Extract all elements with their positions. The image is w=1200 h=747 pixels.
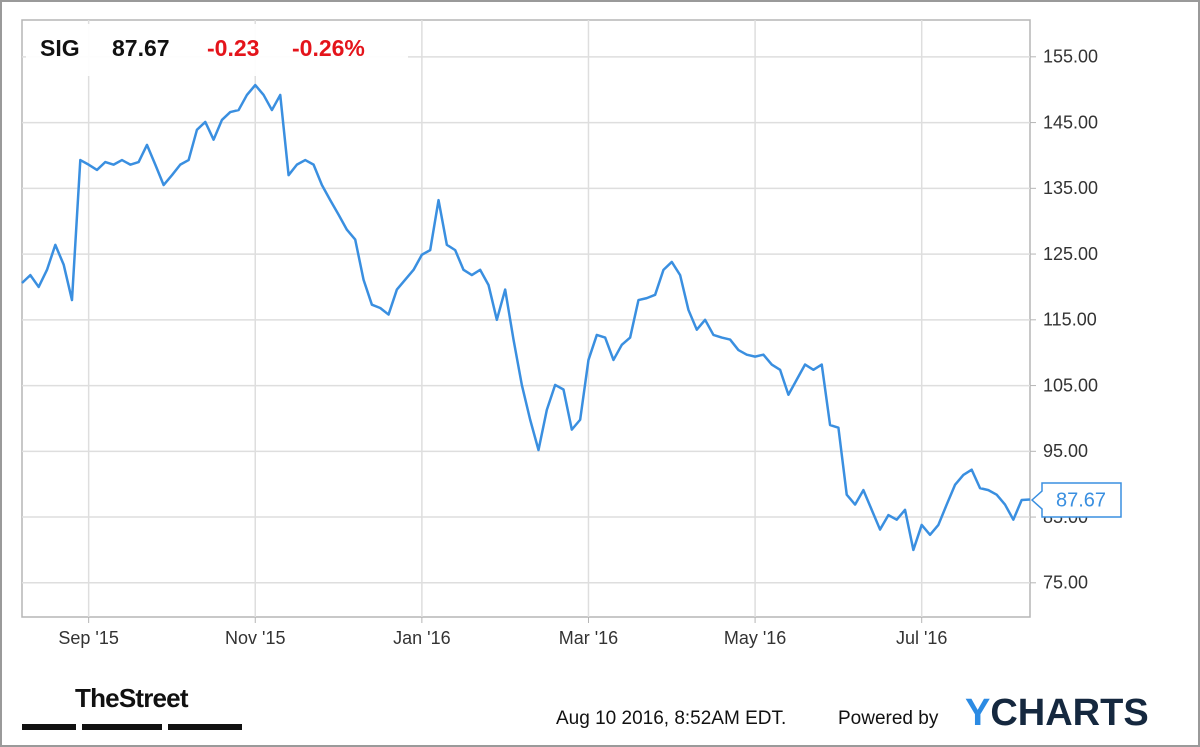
flag-label: 87.67 xyxy=(1056,489,1106,511)
x-tick-label: Jul '16 xyxy=(896,628,947,648)
logo-bar xyxy=(22,724,76,730)
price-flag: 87.67 xyxy=(1030,482,1122,518)
y-tick-label: 155.00 xyxy=(1043,47,1098,67)
x-tick-label: May '16 xyxy=(724,628,786,648)
quote-box xyxy=(26,24,408,76)
y-tick-label: 95.00 xyxy=(1043,441,1088,461)
ycharts-logo: YCHARTS xyxy=(965,692,1149,734)
logo-mark: Y xyxy=(965,692,990,734)
logo-bar xyxy=(82,724,162,730)
ticker: SIG xyxy=(40,35,80,61)
price-line xyxy=(21,83,1031,552)
change: -0.23 xyxy=(207,35,259,61)
x-tick-label: Nov '15 xyxy=(225,628,285,648)
x-tick-label: Mar '16 xyxy=(559,628,618,648)
y-tick-label: 115.00 xyxy=(1043,310,1097,330)
timestamp: Aug 10 2016, 8:52AM EDT. xyxy=(556,708,786,729)
thestreet-logo: TheStreet xyxy=(22,683,242,730)
powered-by: Powered by xyxy=(838,708,939,729)
grid: 75.0085.0095.00105.00115.00125.00135.001… xyxy=(22,20,1098,648)
logo-text: CHARTS xyxy=(990,692,1148,734)
change-percent: -0.26% xyxy=(292,35,365,61)
y-tick-label: 135.00 xyxy=(1043,178,1098,198)
y-tick-label: 105.00 xyxy=(1043,375,1098,395)
lines xyxy=(21,83,1031,552)
y-tick-label: 125.00 xyxy=(1043,244,1098,264)
y-tick-label: 75.00 xyxy=(1043,573,1088,593)
brand: TheStreet xyxy=(75,683,189,713)
flag-box xyxy=(1030,482,1122,518)
logo-bar xyxy=(168,724,242,730)
last-price: 87.67 xyxy=(112,35,170,61)
y-tick-label: 145.00 xyxy=(1043,112,1098,132)
x-tick-label: Sep '15 xyxy=(58,628,119,648)
x-tick-label: Jan '16 xyxy=(393,628,450,648)
